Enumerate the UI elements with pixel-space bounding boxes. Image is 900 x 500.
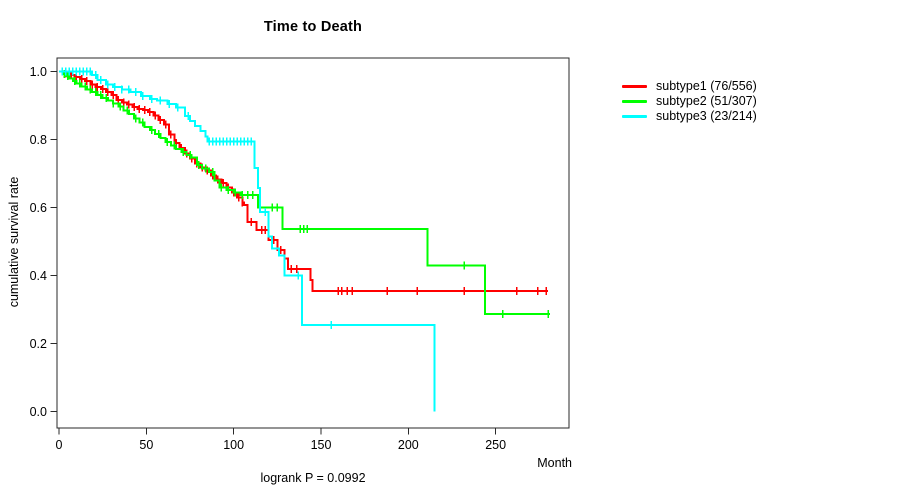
x-tick-label: 200 bbox=[398, 438, 419, 452]
y-axis-label: cumulative survival rate bbox=[7, 176, 21, 308]
x-axis-label: Month bbox=[537, 456, 572, 470]
legend-line-swatch bbox=[622, 115, 647, 118]
legend-line-swatch bbox=[622, 85, 647, 88]
survival-curve-3 bbox=[59, 70, 436, 412]
chart-title: Time to Death bbox=[263, 19, 363, 35]
y-tick-label: 0.8 bbox=[30, 133, 47, 147]
x-tick-label: 250 bbox=[485, 438, 506, 452]
legend-line-swatch bbox=[622, 100, 647, 103]
x-tick-label: 0 bbox=[56, 438, 63, 452]
plot-box bbox=[56, 57, 570, 429]
legend-label: subtype3 (23/214) bbox=[656, 109, 757, 123]
y-tick-label: 1.0 bbox=[30, 65, 47, 79]
legend-label: subtype1 (76/556) bbox=[656, 79, 757, 93]
legend-item: subtype3 (23/214) bbox=[622, 109, 757, 124]
logrank-p-value: logrank P = 0.0992 bbox=[260, 471, 366, 485]
legend: subtype1 (76/556) subtype2 (51/307) subtyp… bbox=[622, 79, 757, 124]
x-tick-label: 150 bbox=[311, 438, 332, 452]
x-tick-label: 100 bbox=[223, 438, 244, 452]
survival-curve-2 bbox=[59, 70, 550, 316]
y-tick-label: 0.2 bbox=[30, 337, 47, 351]
y-tick-label: 0.4 bbox=[30, 269, 47, 283]
y-tick-label: 0.6 bbox=[30, 201, 47, 215]
legend-item: subtype2 (51/307) bbox=[622, 94, 757, 109]
survival-curve-1 bbox=[59, 70, 549, 292]
legend-item: subtype1 (76/556) bbox=[622, 79, 757, 94]
x-tick-label: 50 bbox=[139, 438, 153, 452]
legend-label: subtype2 (51/307) bbox=[656, 94, 757, 108]
y-tick-label: 0.0 bbox=[30, 405, 47, 419]
